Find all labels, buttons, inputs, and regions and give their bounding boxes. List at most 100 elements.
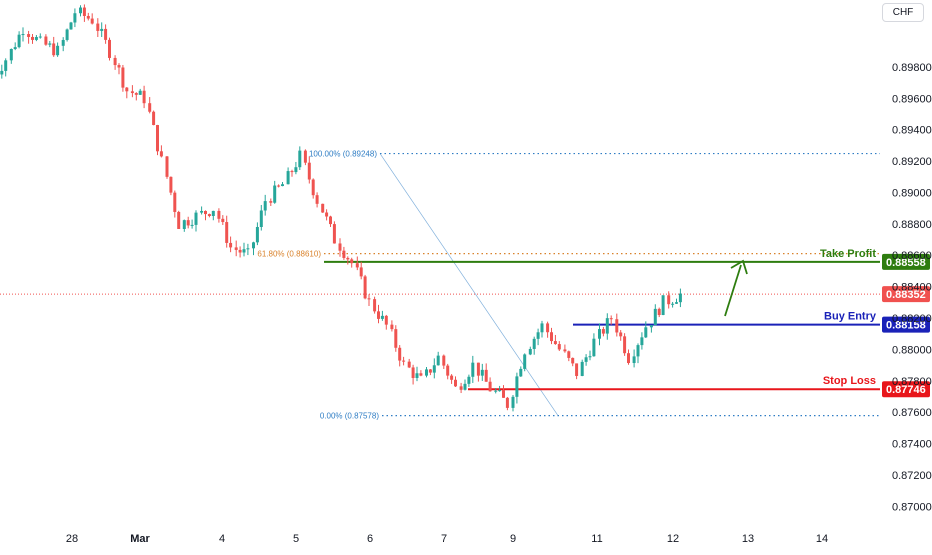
candle <box>419 373 423 376</box>
stop-loss-price-tag: 0.87746 <box>886 384 926 396</box>
candle <box>259 210 263 227</box>
currency-button[interactable]: CHF <box>882 3 924 22</box>
candle <box>303 150 307 163</box>
candle <box>428 369 432 373</box>
candle <box>407 361 411 368</box>
candle <box>592 338 596 357</box>
candle <box>425 369 428 376</box>
candle <box>411 367 415 378</box>
candle <box>532 338 536 349</box>
candle <box>415 373 419 378</box>
candle <box>290 171 294 173</box>
candle <box>502 390 505 398</box>
candle <box>238 249 242 253</box>
candle <box>332 224 336 244</box>
candle <box>0 70 4 75</box>
take-profit-price-tag: 0.88558 <box>886 257 926 269</box>
candle <box>281 184 284 187</box>
candle <box>546 323 550 333</box>
candle <box>194 212 198 225</box>
y-tick-label: 0.88200 <box>892 313 932 325</box>
up-arrow-icon <box>724 264 742 317</box>
fib-level-label: 100.00% (0.89248) <box>309 150 377 159</box>
candle <box>476 362 480 376</box>
candle <box>173 192 177 212</box>
candle <box>432 365 436 373</box>
candle <box>165 156 169 177</box>
candle <box>398 347 402 361</box>
candle <box>580 361 584 376</box>
y-tick-label: 0.87000 <box>892 501 932 513</box>
candle <box>17 34 21 48</box>
candle <box>298 150 302 168</box>
candle <box>190 224 194 226</box>
candle <box>484 369 488 382</box>
candle <box>246 248 250 250</box>
take-profit-price-tag-bg <box>882 253 930 270</box>
y-tick-label: 0.87800 <box>892 376 932 388</box>
candle <box>557 344 561 350</box>
candle <box>221 218 225 223</box>
candle <box>13 47 17 50</box>
candle <box>104 28 108 40</box>
y-tick-label: 0.88600 <box>892 250 932 262</box>
y-tick-label: 0.87200 <box>892 470 932 482</box>
up-arrow-head-icon <box>730 259 748 275</box>
candle <box>359 267 363 277</box>
x-tick-label: 6 <box>367 533 373 545</box>
candle <box>156 125 159 152</box>
candle <box>584 357 588 362</box>
candle <box>402 360 406 362</box>
candle <box>519 368 523 377</box>
x-tick-label: Mar <box>130 533 150 545</box>
candle <box>130 91 134 94</box>
y-tick-label: 0.88400 <box>892 282 932 294</box>
candle <box>454 379 457 387</box>
candle <box>229 242 233 248</box>
buy-entry-label: Buy Entry <box>824 311 877 323</box>
candle <box>263 201 267 211</box>
candle <box>96 23 100 31</box>
candle <box>367 298 371 300</box>
candle <box>450 375 454 380</box>
candle <box>286 171 290 185</box>
take-profit-label: Take Profit <box>820 248 876 260</box>
candle <box>125 87 129 92</box>
candle <box>640 337 644 346</box>
candle <box>442 355 446 366</box>
candle <box>121 67 125 88</box>
candle <box>363 276 367 299</box>
candle <box>325 212 329 217</box>
candle <box>86 15 90 19</box>
current-price-tag: 0.88352 <box>886 289 926 301</box>
candle <box>225 222 229 243</box>
candle <box>234 247 238 250</box>
candle <box>494 390 498 392</box>
candle <box>394 329 398 348</box>
candle <box>255 226 259 243</box>
candle <box>355 263 359 268</box>
candle <box>463 383 467 390</box>
candle <box>338 243 342 251</box>
candle <box>511 396 515 408</box>
y-tick-label: 0.88000 <box>892 344 932 356</box>
candle <box>100 28 104 31</box>
candle <box>182 220 186 229</box>
candle <box>373 299 377 312</box>
candle <box>204 210 207 215</box>
candle <box>623 336 627 354</box>
stop-loss-label: Stop Loss <box>823 375 876 387</box>
candle <box>653 308 657 326</box>
candle <box>169 176 173 193</box>
candle <box>346 257 350 260</box>
candle <box>459 386 463 390</box>
candle <box>571 357 575 364</box>
candle <box>56 45 60 56</box>
candle <box>113 57 117 66</box>
y-tick-label: 0.89800 <box>892 62 932 74</box>
candle <box>575 363 579 376</box>
candle <box>148 103 152 112</box>
candle <box>79 7 82 14</box>
